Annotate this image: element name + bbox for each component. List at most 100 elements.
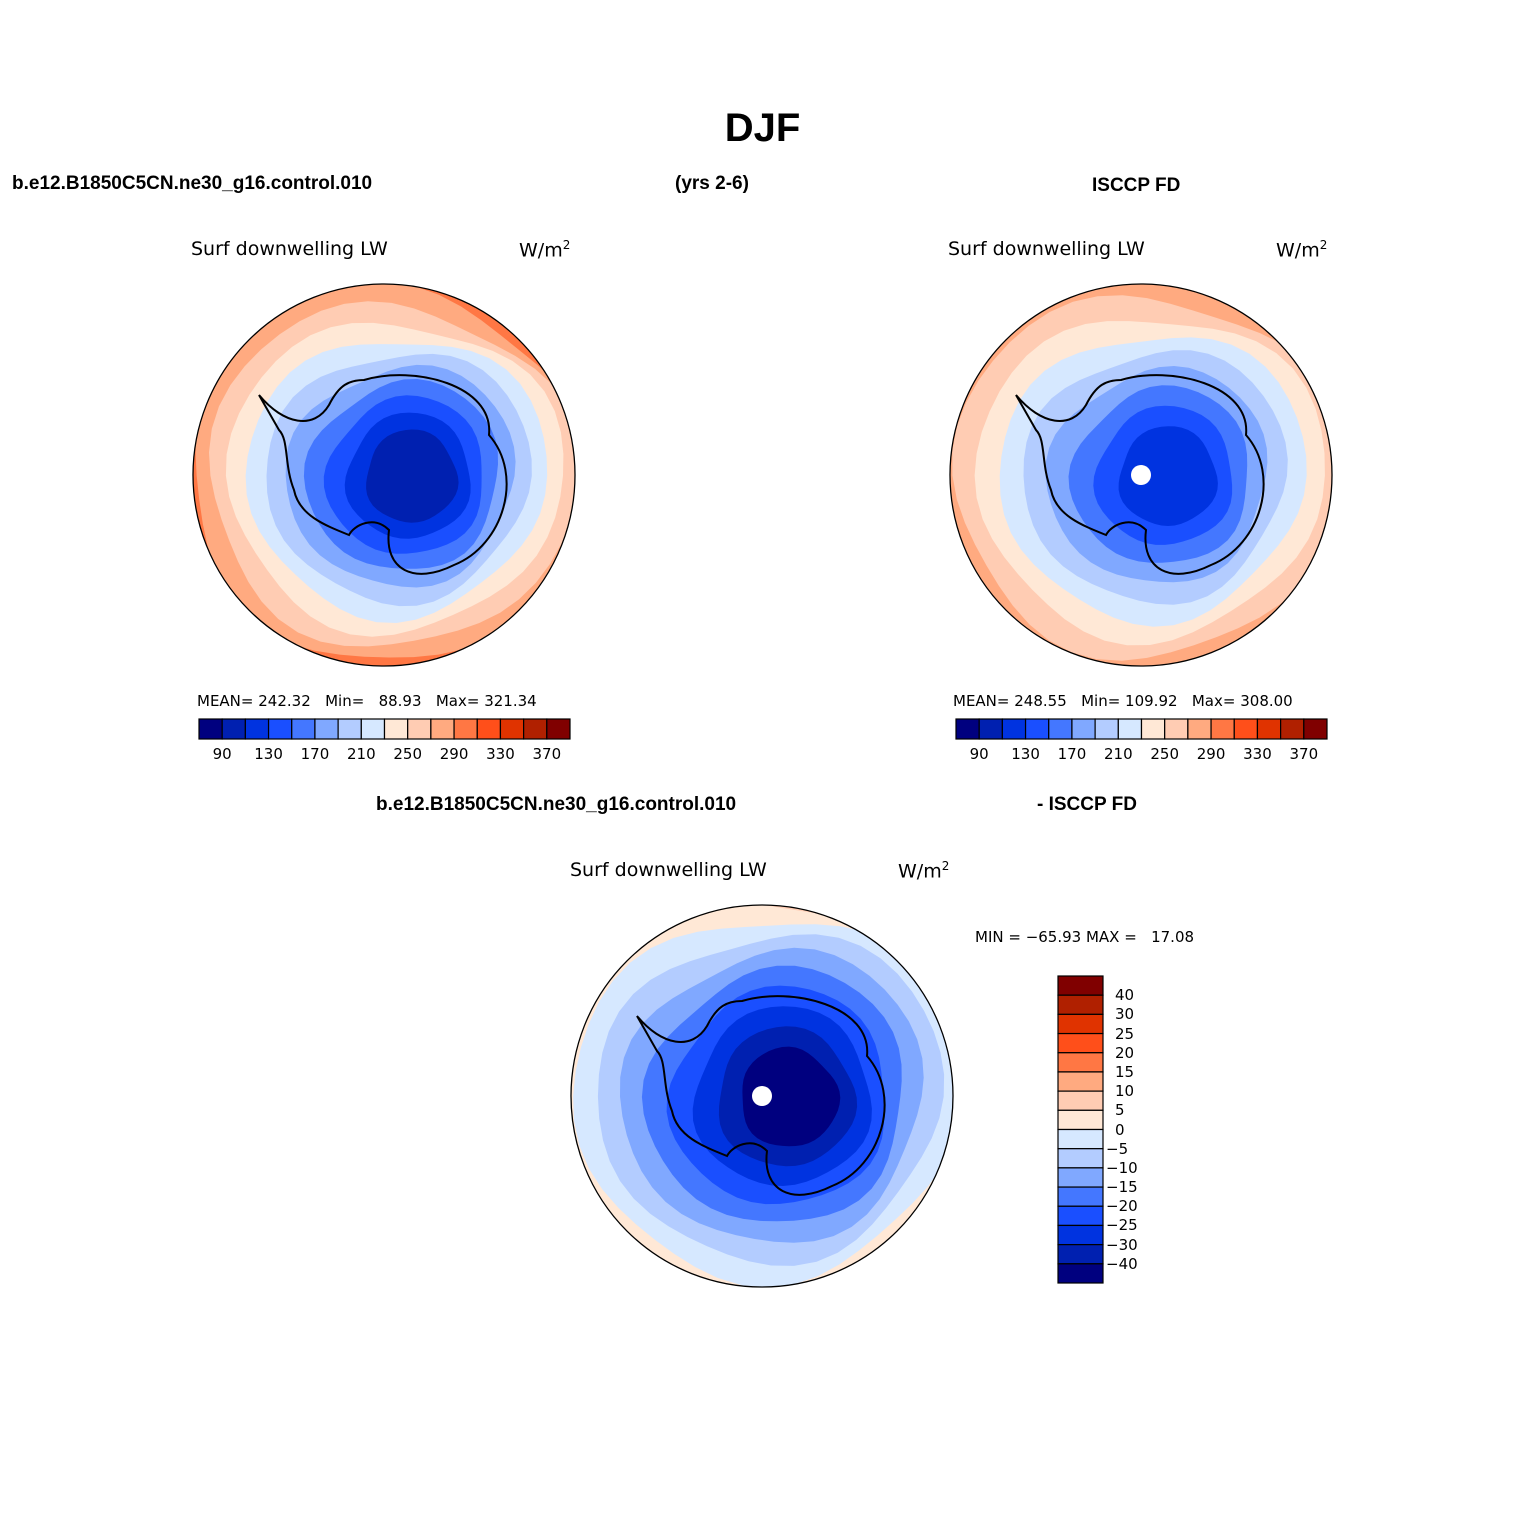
colorbar-box xyxy=(1094,718,1119,740)
colorbar-box xyxy=(1057,1071,1104,1092)
colorbar-tick-label: 370 xyxy=(1289,745,1319,763)
antarctica-coastline xyxy=(258,374,508,575)
colorbar-box xyxy=(955,718,980,740)
pole-missing-data xyxy=(752,1086,772,1106)
colorbar-box xyxy=(1071,718,1096,740)
colorbar-tick-label: 25 xyxy=(1115,1024,1135,1043)
colorbar-tick-label: 20 xyxy=(1115,1043,1135,1062)
colorbar-tick-label: 290 xyxy=(1196,745,1226,763)
colorbar-tick-label: −20 xyxy=(1106,1197,1138,1216)
colorbar-box xyxy=(1233,718,1259,740)
colorbar-box xyxy=(407,718,432,740)
colorbar-tick-label: 170 xyxy=(300,745,330,763)
map-border xyxy=(570,904,954,1288)
colorbar-tick-label: −5 xyxy=(1106,1139,1129,1158)
colorbar-tick-label: 330 xyxy=(1243,745,1272,763)
colorbar-box xyxy=(221,718,246,740)
colorbar-box xyxy=(1057,1090,1104,1111)
stats-3: MIN = −65.93 MAX = 17.08 xyxy=(975,928,1195,946)
contour-band xyxy=(1118,426,1218,526)
colorbar-tick-label: 40 xyxy=(1115,986,1135,1005)
colorbar-box xyxy=(1057,994,1104,1015)
colorbar-2 xyxy=(955,718,1328,740)
colorbar-box xyxy=(1057,1032,1104,1054)
polar-map-3 xyxy=(570,904,954,1288)
colorbar-box xyxy=(1117,718,1143,740)
variable-label-3: Surf downwelling LW xyxy=(570,859,767,881)
colorbar-diff xyxy=(1057,975,1104,1284)
map-border xyxy=(192,283,576,667)
colorbar-box xyxy=(198,718,223,740)
colorbar-box xyxy=(546,718,571,740)
colorbar-box xyxy=(1024,718,1050,740)
antarctica-coastline xyxy=(1015,374,1265,575)
units-label-1: W/m2 xyxy=(519,238,571,262)
colorbar-box xyxy=(1057,1013,1104,1035)
colorbar-tick-label: 210 xyxy=(346,745,376,763)
colorbar-box xyxy=(291,718,316,740)
map-border xyxy=(949,283,1333,667)
colorbar-box xyxy=(1280,718,1305,740)
colorbar-tick-label: 130 xyxy=(1011,745,1040,763)
colorbar-tick-label: −30 xyxy=(1106,1235,1138,1254)
colorbar-box xyxy=(337,718,362,740)
colorbar-box xyxy=(1057,1263,1104,1284)
colorbar-box xyxy=(360,718,386,740)
colorbar-tick-label: −25 xyxy=(1106,1216,1138,1235)
colorbar-tick-label: 10 xyxy=(1115,1082,1135,1101)
colorbar-box xyxy=(1140,718,1166,740)
obs-name-diff: - ISCCP FD xyxy=(1037,794,1137,815)
colorbar-box xyxy=(1057,1128,1104,1150)
colorbar-box xyxy=(453,718,478,740)
variable-label-2: Surf downwelling LW xyxy=(948,238,1145,260)
colorbar-tick-label: 170 xyxy=(1057,745,1087,763)
colorbar-tick-label: 250 xyxy=(1150,745,1180,763)
colorbar-box xyxy=(244,718,270,740)
colorbar-tick-label: 250 xyxy=(393,745,423,763)
colorbar-tick-label: 30 xyxy=(1115,1005,1135,1024)
colorbar-box xyxy=(523,718,548,740)
variable-label-1: Surf downwelling LW xyxy=(191,238,388,260)
colorbar-box xyxy=(1057,1244,1104,1265)
polar-map-1 xyxy=(192,283,576,667)
colorbar-box xyxy=(383,718,409,740)
colorbar-tick-label: 0 xyxy=(1115,1120,1125,1139)
colorbar-box xyxy=(430,718,455,740)
colorbar-1 xyxy=(198,718,571,740)
polar-map-2 xyxy=(949,283,1333,667)
colorbar-tick-label: −15 xyxy=(1106,1178,1138,1197)
colorbar-box xyxy=(1001,718,1027,740)
stats-1: MEAN= 242.32 Min= 88.93 Max= 321.34 xyxy=(197,692,537,710)
colorbar-box xyxy=(978,718,1003,740)
colorbar-tick-label: 370 xyxy=(532,745,562,763)
colorbar-tick-label: 90 xyxy=(212,745,232,763)
colorbar-box xyxy=(267,718,293,740)
case-name-diff: b.e12.B1850C5CN.ne30_g16.control.010 xyxy=(376,794,737,815)
case-name-top: b.e12.B1850C5CN.ne30_g16.control.010 xyxy=(12,173,373,194)
colorbar-box xyxy=(1057,1148,1104,1169)
contour-band xyxy=(742,1046,841,1147)
colorbar-box xyxy=(1210,718,1235,740)
stats-2: MEAN= 248.55 Min= 109.92 Max= 308.00 xyxy=(953,692,1293,710)
colorbar-box xyxy=(1057,1224,1104,1246)
colorbar-box xyxy=(1048,718,1073,740)
colorbar-box xyxy=(1187,718,1212,740)
figure-title: DJF xyxy=(724,106,801,150)
colorbar-box xyxy=(499,718,525,740)
colorbar-tick-label: 90 xyxy=(969,745,989,763)
colorbar-box xyxy=(1057,975,1104,996)
colorbar-box xyxy=(1057,1205,1104,1227)
colorbar-tick-label: 330 xyxy=(486,745,515,763)
colorbar-box xyxy=(1057,1109,1104,1131)
antarctica-coastline xyxy=(636,995,886,1196)
colorbar-tick-label: −10 xyxy=(1106,1158,1138,1177)
contour-fill xyxy=(193,284,575,666)
colorbar-tick-label: 290 xyxy=(439,745,469,763)
colorbar-box xyxy=(1303,718,1328,740)
pole-missing-data xyxy=(1131,465,1151,485)
colorbar-box xyxy=(1057,1052,1104,1073)
colorbar-tick-label: 15 xyxy=(1115,1062,1135,1081)
colorbar-box xyxy=(314,718,339,740)
contour-band xyxy=(366,429,459,523)
units-label-2: W/m2 xyxy=(1276,238,1328,262)
